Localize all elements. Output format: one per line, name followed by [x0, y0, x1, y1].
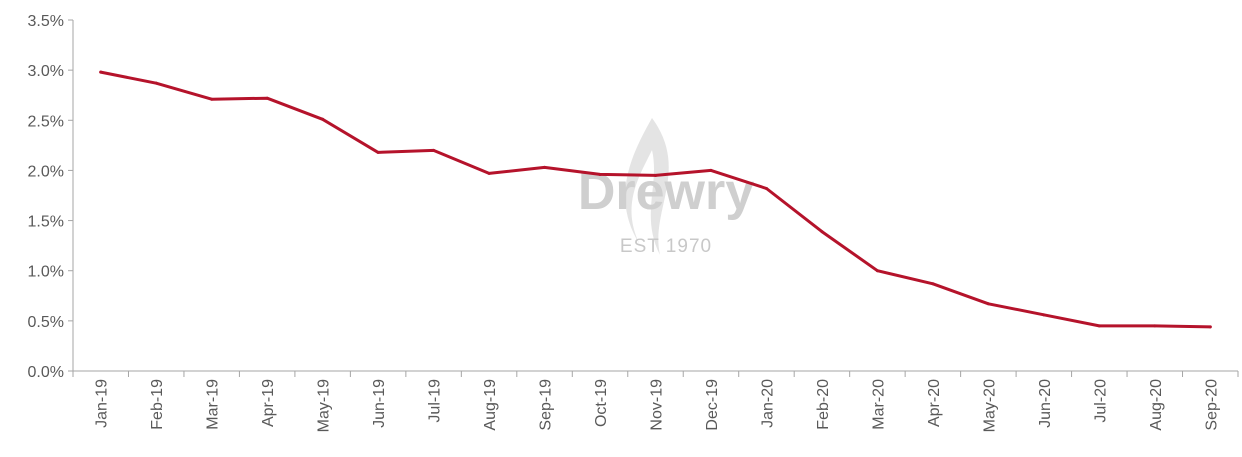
- data-point: [1042, 313, 1046, 317]
- data-point: [99, 70, 103, 74]
- data-point: [820, 230, 824, 234]
- y-tick-label: 0.5%: [28, 314, 64, 331]
- watermark-flame-icon: [625, 118, 669, 255]
- series-layer: [99, 70, 1212, 329]
- x-tick-label: Apr-20: [926, 379, 943, 427]
- y-tick-label: 2.0%: [28, 163, 64, 180]
- data-point: [1153, 324, 1157, 328]
- axes: [72, 20, 1238, 372]
- x-tick-label: Jan-19: [94, 379, 111, 428]
- data-point: [210, 97, 214, 101]
- data-point: [598, 172, 602, 176]
- data-point: [1097, 324, 1101, 328]
- data-point: [931, 282, 935, 286]
- x-tick-label: Aug-20: [1148, 379, 1165, 431]
- x-tick-label: Nov-19: [649, 379, 666, 431]
- watermark-tagline: EST 1970: [620, 236, 712, 257]
- watermark-brand: Drewry: [578, 163, 754, 221]
- x-tick-label: Jul-19: [427, 379, 444, 423]
- data-point: [1208, 325, 1212, 329]
- x-axis-ticks: Jan-19 Feb-19 Mar-19 Apr-19 May-19 Jun-19 Jul-…: [72, 371, 1239, 432]
- x-tick-label: Feb-19: [149, 379, 166, 430]
- data-point: [543, 165, 547, 169]
- y-tick-label: 2.5%: [28, 113, 64, 130]
- y-tick-label: 1.5%: [28, 214, 64, 231]
- x-tick-label: Mar-19: [205, 379, 222, 430]
- x-tick-label: Jun-20: [1037, 379, 1054, 428]
- data-point: [875, 269, 879, 273]
- x-tick-label: May-19: [316, 379, 333, 432]
- drewry-watermark: Drewry EST 1970: [578, 118, 754, 257]
- x-tick-label: May-20: [981, 379, 998, 432]
- data-point: [376, 150, 380, 154]
- data-point: [986, 302, 990, 306]
- x-tick-label: Oct-19: [593, 379, 610, 427]
- x-tick-label: Jan-20: [759, 379, 776, 428]
- y-tick-label: 0.0%: [28, 364, 64, 381]
- x-tick-label: Aug-19: [482, 379, 499, 431]
- data-point: [764, 186, 768, 190]
- x-tick-label: Sep-19: [538, 379, 555, 431]
- x-tick-label: Dec-19: [704, 379, 721, 431]
- x-tick-label: Apr-19: [260, 379, 277, 427]
- data-point: [654, 173, 657, 177]
- y-tick-label: 1.0%: [28, 264, 64, 281]
- data-point: [321, 117, 325, 121]
- data-point: [709, 168, 713, 172]
- data-point: [154, 81, 158, 85]
- y-axis-ticks: 0.0% 0.5% 1.0% 1.5% 2.0% 2.5% 3.0% 3.5%: [28, 13, 73, 381]
- x-tick-label: Jun-19: [371, 379, 388, 428]
- x-tick-label: Feb-20: [815, 379, 832, 430]
- data-point: [487, 171, 491, 175]
- x-tick-label: Sep-20: [1203, 379, 1220, 431]
- data-point: [432, 148, 436, 152]
- y-tick-label: 3.5%: [28, 13, 64, 30]
- x-tick-label: Mar-20: [870, 379, 887, 430]
- data-point: [265, 96, 269, 100]
- y-tick-label: 3.0%: [28, 63, 64, 80]
- x-tick-label: Jul-20: [1092, 379, 1109, 423]
